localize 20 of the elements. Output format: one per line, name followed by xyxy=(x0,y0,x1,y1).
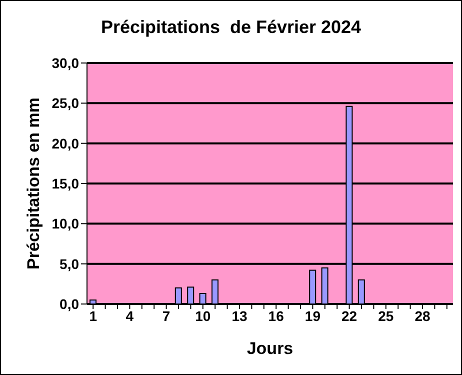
x-tick-label: 13 xyxy=(232,308,248,324)
y-tick-label: 25,0 xyxy=(52,95,80,112)
y-tick-label: 20,0 xyxy=(52,135,80,152)
y-tick-label: 0,0 xyxy=(60,296,80,312)
x-tick-label: 10 xyxy=(195,308,211,324)
y-tick-label: 30,0 xyxy=(52,54,80,71)
y-tick-label: 10,0 xyxy=(52,216,80,232)
x-tick-label: 25 xyxy=(378,308,394,324)
y-axis-title: Précipitations en mm xyxy=(24,98,44,270)
y-tick-label: 5,0 xyxy=(60,256,80,272)
x-axis-title: Jours xyxy=(246,339,294,358)
x-tick-label: 19 xyxy=(304,308,321,324)
x-tick-label: 4 xyxy=(126,308,134,324)
x-tick-label: 16 xyxy=(268,308,284,324)
x-tick-label: 28 xyxy=(414,308,430,324)
chart-title: Précipitations de Février 2024 xyxy=(100,17,362,38)
x-tick-label: 22 xyxy=(342,308,358,324)
y-tick-label: 15,0 xyxy=(52,175,80,192)
x-tick-label: 1 xyxy=(89,308,98,324)
x-tick-label: 7 xyxy=(162,308,170,324)
